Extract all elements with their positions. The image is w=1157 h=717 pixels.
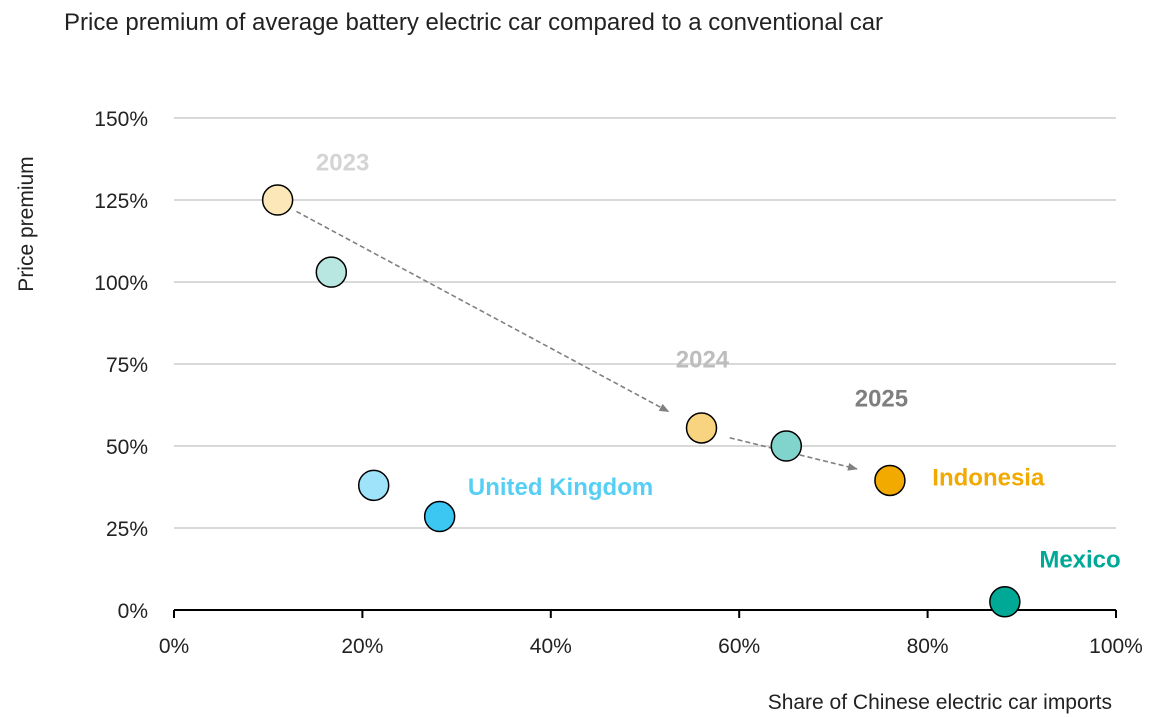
series-label: Indonesia	[932, 464, 1045, 491]
y-tick-label: 75%	[106, 354, 148, 377]
data-point	[261, 184, 294, 216]
y-tick-label: 150%	[94, 108, 148, 131]
x-tick-label: 80%	[907, 635, 949, 658]
data-point	[989, 586, 1021, 618]
trend-arrow	[296, 210, 670, 413]
x-tick-label: 0%	[159, 635, 189, 658]
x-tick-label: 40%	[530, 635, 572, 658]
y-tick-label: 25%	[106, 518, 148, 541]
y-tick-label: 50%	[106, 436, 148, 459]
data-point	[685, 412, 718, 444]
y-axis-title: Price premium	[15, 156, 38, 291]
data-point	[770, 430, 803, 462]
x-tick-label: 60%	[718, 635, 760, 658]
y-tick-label: 0%	[118, 600, 148, 623]
x-axis-title: Share of Chinese electric car imports	[768, 691, 1112, 714]
data-point	[315, 256, 348, 288]
x-tick-label: 20%	[341, 635, 383, 658]
year-label: 2025	[855, 386, 908, 413]
data-point	[874, 464, 906, 497]
y-tick-label: 100%	[94, 272, 148, 295]
series-label: United Kingdom	[468, 474, 653, 501]
chart-title: Price premium of average battery electri…	[64, 9, 884, 36]
data-point	[357, 469, 390, 502]
y-tick-label: 125%	[94, 190, 148, 213]
series-label: Mexico	[1039, 546, 1120, 573]
year-label: 2024	[676, 346, 730, 373]
x-tick-label: 100%	[1089, 635, 1143, 658]
data-point	[423, 500, 456, 533]
year-label: 2023	[316, 149, 369, 176]
